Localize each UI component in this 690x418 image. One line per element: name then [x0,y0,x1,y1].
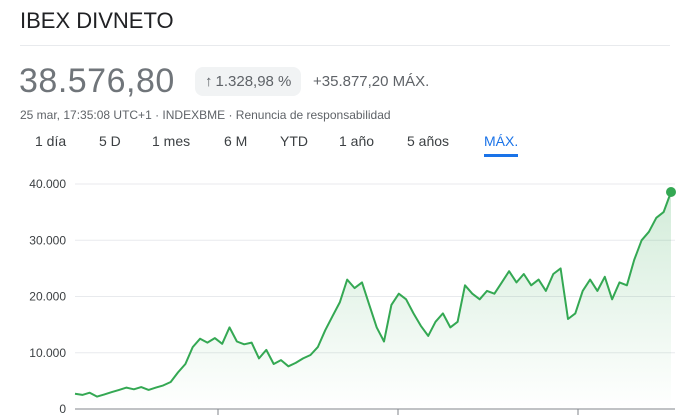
arrow-up-icon: ↑ [205,73,213,90]
change-percent-badge: ↑ 1.328,98 % [195,67,302,96]
y-tick-label: 0 [59,402,66,416]
change-percent: 1.328,98 % [215,73,292,90]
current-price: 38.576,80 [19,62,175,100]
tab-1-day[interactable]: 1 día [35,133,67,149]
tab-1-year[interactable]: 1 año [339,133,375,149]
timestamp: 25 mar, 17:35:08 UTC+1 [20,108,152,122]
price-line [74,191,672,398]
tab-5-days[interactable]: 5 D [99,133,121,149]
y-tick-label: 30.000 [29,233,66,247]
tab-max[interactable]: MÁX. [484,133,519,157]
separator: · [151,108,163,122]
change-absolute: +35.877,20 MÁX. [313,73,430,90]
tab-6-months[interactable]: 6 M [224,133,248,149]
y-tick-label: 10.000 [29,346,66,360]
tab-ytd[interactable]: YTD [280,133,308,149]
header-divider [20,45,670,46]
quote-meta: 25 mar, 17:35:08 UTC+1 · INDEXBME · Renu… [20,108,391,122]
page-title: IBEX DIVNETO [20,8,174,33]
price-area-fill [75,192,671,409]
y-tick-label: 40.000 [29,177,66,191]
tab-5-years[interactable]: 5 años [407,133,450,149]
current-point-marker [666,187,676,198]
y-tick-label: 20.000 [29,290,66,304]
disclaimer-link[interactable]: Renuncia de responsabilidad [235,108,391,122]
exchange: INDEXBME [162,108,226,122]
separator: · [225,108,236,122]
tab-1-month[interactable]: 1 mes [152,133,191,149]
